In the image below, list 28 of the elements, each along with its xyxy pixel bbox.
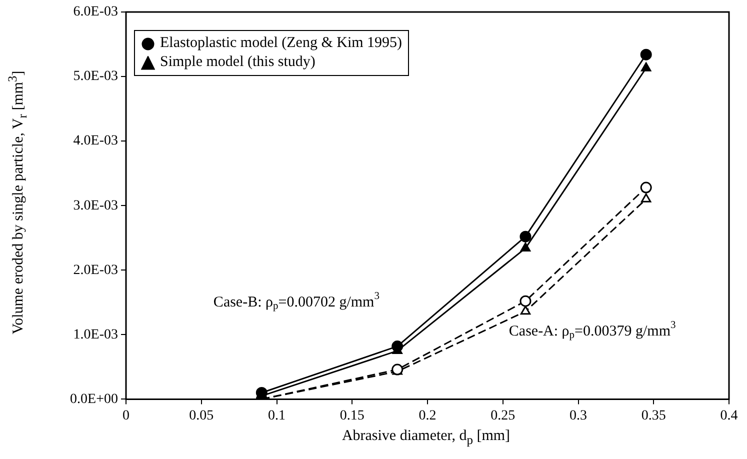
x-tick-label: 0	[122, 408, 130, 424]
point	[640, 48, 652, 60]
point	[520, 242, 531, 252]
x-tick-label: 0.4	[720, 408, 738, 424]
point	[640, 182, 652, 194]
y-tick-label: 2.0E-03	[73, 262, 118, 278]
y-tick-label: 5.0E-03	[73, 69, 118, 84]
x-tick-label: 0.25	[490, 408, 516, 424]
legend-label: Elastoplastic model (Zeng & Kim 1995)	[160, 34, 402, 53]
point	[520, 306, 531, 315]
x-tick-label: 0.15	[340, 408, 364, 424]
point	[641, 193, 652, 202]
point	[641, 62, 652, 72]
x-tick-label: 0.05	[189, 408, 214, 424]
point	[392, 340, 404, 352]
y-tick-label: 1.0E-03	[73, 327, 118, 342]
y-tick-label: 4.0E-03	[73, 134, 118, 149]
point	[520, 230, 532, 242]
x-tick-label: 0.3	[570, 408, 587, 424]
y-tick-label: 3.0E-03	[73, 198, 118, 214]
x-tick-label: 0.35	[641, 408, 666, 424]
y-tick-label: 6.0E-03	[73, 4, 118, 20]
legend-label: Simple model (this study)	[160, 53, 316, 72]
x-tick-label: 0.1	[268, 408, 286, 424]
x-tick-label: 0.2	[418, 408, 436, 424]
x-axis-title: Abrasive diameter, d$_{p}$ [mm]	[340, 428, 512, 448]
y-tick-label: 0.0E+00	[70, 392, 118, 407]
point	[520, 295, 532, 307]
